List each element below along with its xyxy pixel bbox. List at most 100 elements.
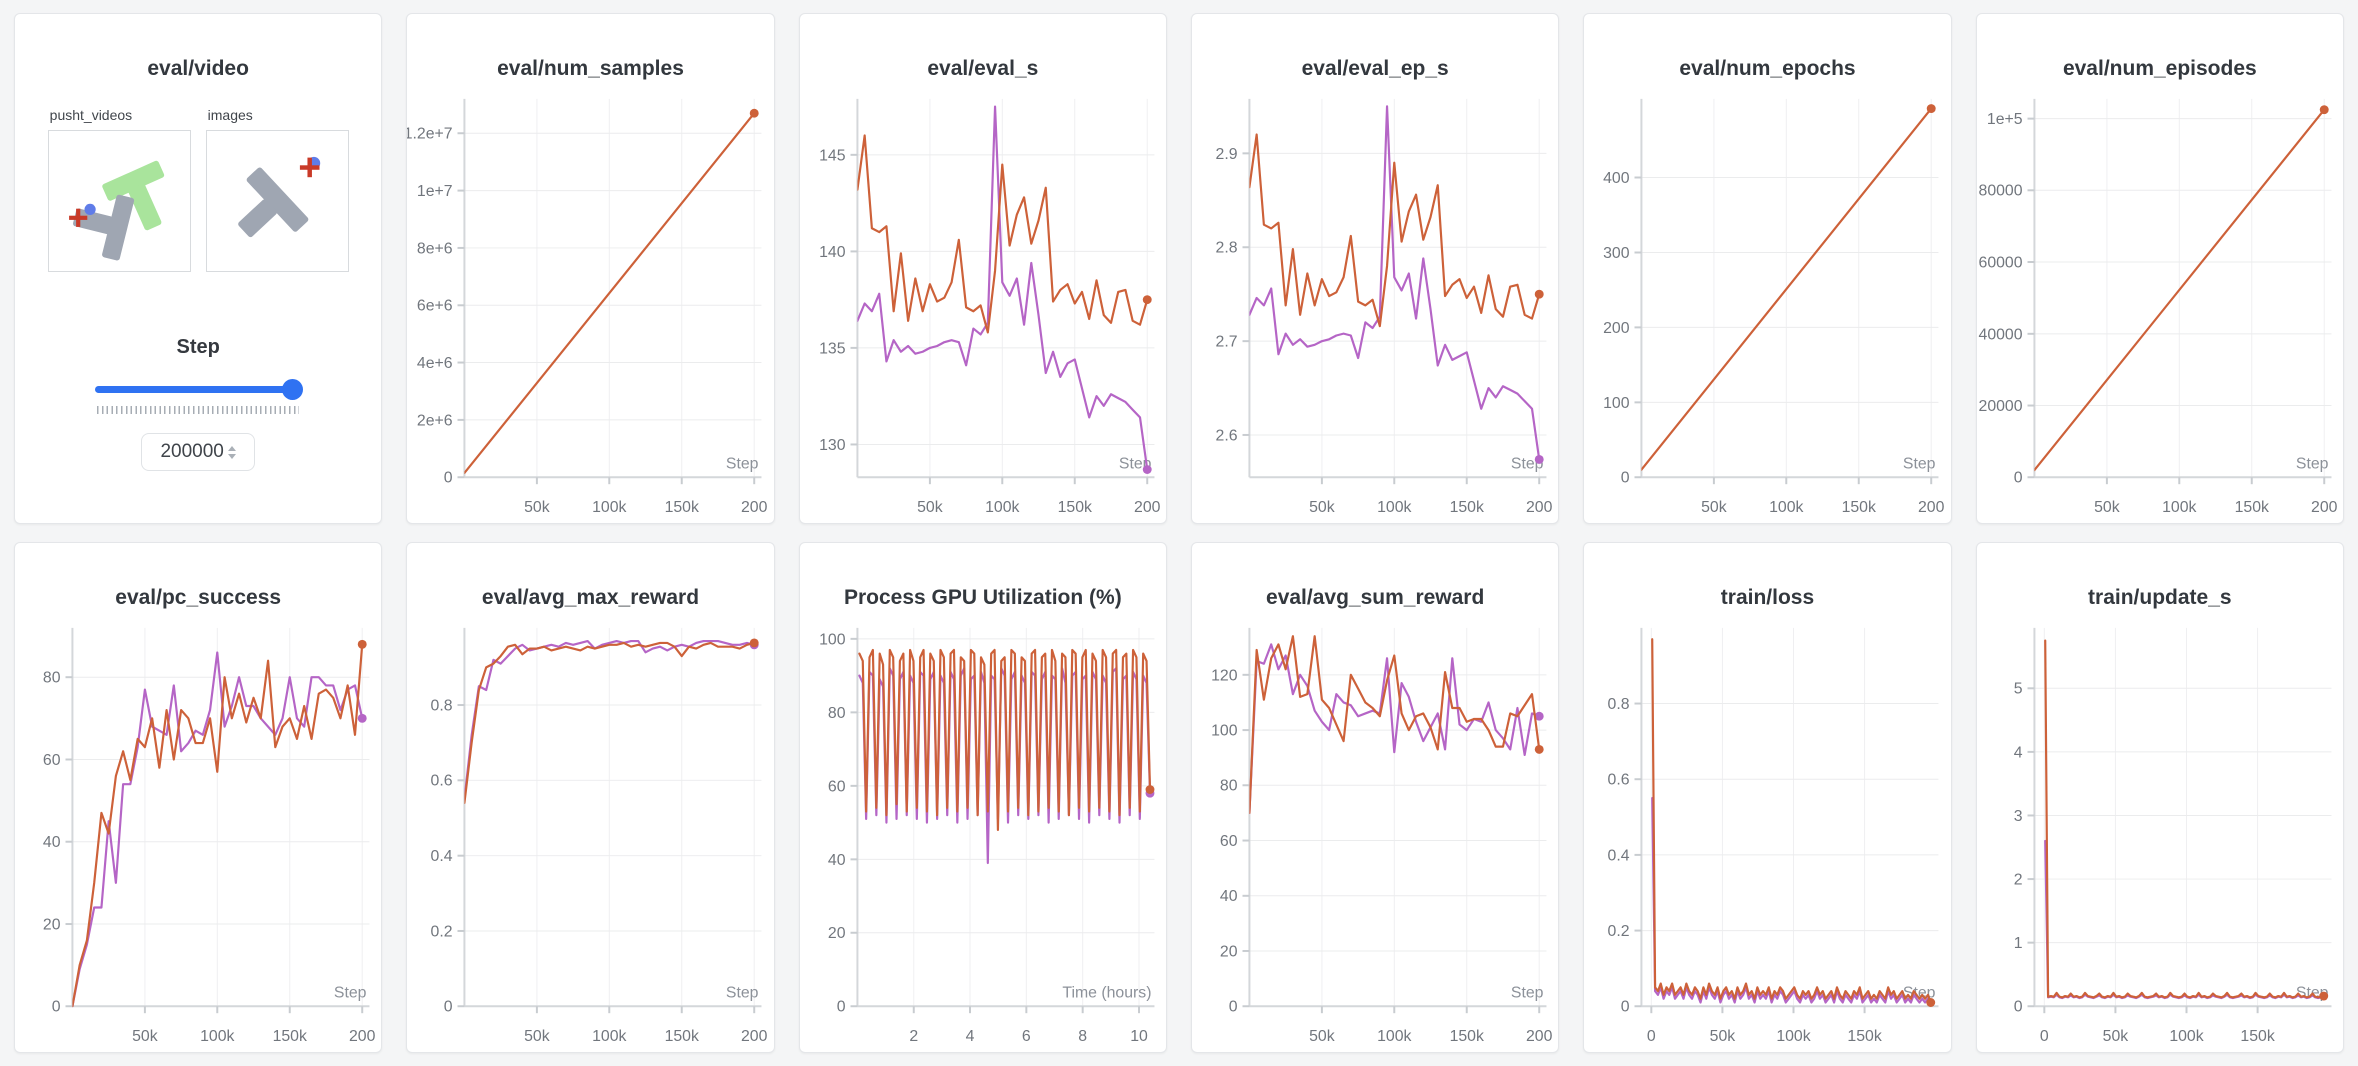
svg-text:0: 0 bbox=[52, 999, 61, 1016]
eval-avg-max-reward-chart[interactable]: 0 0.2 0.4 0.6 0.8 50k 100k 150k 200 Step bbox=[407, 614, 773, 1052]
svg-text:2: 2 bbox=[2013, 872, 2022, 889]
svg-text:145: 145 bbox=[819, 147, 846, 164]
svg-text:0.4: 0.4 bbox=[1608, 848, 1630, 865]
svg-text:80000: 80000 bbox=[1978, 183, 2022, 200]
svg-text:60: 60 bbox=[828, 778, 846, 795]
chart-title: train/loss bbox=[1720, 586, 1815, 609]
svg-text:80: 80 bbox=[43, 670, 61, 687]
svg-text:50k: 50k bbox=[917, 499, 943, 516]
svg-text:Step: Step bbox=[726, 456, 759, 473]
step-slider-handle[interactable] bbox=[282, 379, 304, 401]
eval-num-epochs-chart[interactable]: 0 100 200 300 400 50k 100k 150k 200 Step bbox=[1584, 85, 1950, 523]
svg-text:4e+6: 4e+6 bbox=[417, 355, 453, 372]
svg-text:150k: 150k bbox=[2240, 1028, 2274, 1045]
svg-text:Step: Step bbox=[334, 985, 367, 1002]
pusht-videos-thumbnail[interactable] bbox=[47, 130, 191, 273]
svg-text:0.6: 0.6 bbox=[431, 773, 453, 790]
images-thumbnail[interactable] bbox=[205, 130, 349, 273]
step-slider-label: Step bbox=[176, 336, 220, 359]
svg-text:50k: 50k bbox=[2102, 1028, 2128, 1045]
svg-text:0: 0 bbox=[836, 999, 845, 1016]
svg-text:150k: 150k bbox=[2234, 499, 2268, 516]
svg-text:200: 200 bbox=[741, 499, 768, 516]
svg-text:100k: 100k bbox=[592, 1028, 626, 1045]
svg-text:100k: 100k bbox=[1777, 1028, 1811, 1045]
svg-text:100k: 100k bbox=[985, 499, 1019, 516]
svg-text:100k: 100k bbox=[592, 499, 626, 516]
panel-chart-gpu-utilization: Process GPU Utilization (%) 0 20 40 60 80 100… bbox=[798, 542, 1167, 1053]
pusht-video-frame bbox=[68, 161, 164, 261]
svg-text:2e+6: 2e+6 bbox=[417, 413, 453, 430]
svg-text:2.9: 2.9 bbox=[1216, 146, 1238, 163]
process-gpu-utilization-chart[interactable]: 0 20 40 60 80 100 2 4 6 8 10 Time (hours) bbox=[800, 614, 1166, 1052]
svg-text:8e+6: 8e+6 bbox=[417, 241, 453, 258]
panel-chart-eval-num-epochs: eval/num_epochs 0 100 200 300 400 50k 100k 150k… bbox=[1583, 13, 1952, 524]
svg-text:0: 0 bbox=[1621, 470, 1630, 487]
svg-text:4: 4 bbox=[2013, 745, 2022, 762]
svg-text:0: 0 bbox=[2013, 470, 2022, 487]
svg-text:60000: 60000 bbox=[1978, 255, 2022, 272]
images-frame bbox=[237, 157, 320, 238]
chart-title: eval/avg_sum_reward bbox=[1266, 586, 1485, 609]
svg-text:300: 300 bbox=[1603, 245, 1630, 262]
eval-num-episodes-chart[interactable]: 0 20000 40000 60000 80000 1e+5 50k 100k 150k 200 S… bbox=[1977, 85, 2343, 523]
eval-num-samples-chart[interactable]: 0 2e+6 4e+6 6e+6 8e+6 1e+7 1.2e+7 50k 100k 150k 20… bbox=[407, 85, 773, 523]
svg-text:50k: 50k bbox=[1309, 499, 1335, 516]
svg-text:6: 6 bbox=[1022, 1028, 1031, 1045]
svg-text:200: 200 bbox=[1526, 499, 1553, 516]
svg-text:150k: 150k bbox=[665, 1028, 699, 1045]
svg-text:150k: 150k bbox=[273, 1028, 307, 1045]
svg-text:150k: 150k bbox=[1057, 499, 1091, 516]
stepper-arrows-icon[interactable] bbox=[227, 445, 236, 459]
svg-text:130: 130 bbox=[819, 437, 846, 454]
svg-text:100k: 100k bbox=[2162, 499, 2196, 516]
svg-text:150k: 150k bbox=[1450, 499, 1484, 516]
eval-pc-success-chart[interactable]: 0 20 40 60 80 50k 100k 150k 200 Step bbox=[15, 614, 381, 1052]
svg-text:20: 20 bbox=[1220, 944, 1238, 961]
svg-text:Step: Step bbox=[2296, 456, 2329, 473]
svg-text:200: 200 bbox=[2311, 499, 2338, 516]
svg-text:200: 200 bbox=[1526, 1028, 1553, 1045]
svg-text:0: 0 bbox=[2040, 1028, 2049, 1045]
panel-chart-train-loss: train/loss 0 0.2 0.4 0.6 0.8 0 50k 100k 150k Step bbox=[1583, 542, 1952, 1053]
svg-text:8: 8 bbox=[1078, 1028, 1087, 1045]
svg-text:150k: 150k bbox=[1842, 499, 1876, 516]
svg-text:100k: 100k bbox=[2169, 1028, 2203, 1045]
svg-text:50k: 50k bbox=[524, 499, 550, 516]
svg-text:0.8: 0.8 bbox=[1608, 696, 1630, 713]
svg-text:100k: 100k bbox=[1377, 1028, 1411, 1045]
step-input-value[interactable]: 200000 bbox=[160, 441, 224, 463]
chart-title: eval/eval_s bbox=[927, 57, 1039, 80]
step-slider[interactable] bbox=[95, 379, 304, 401]
svg-text:50k: 50k bbox=[524, 1028, 550, 1045]
svg-text:120: 120 bbox=[1211, 667, 1238, 684]
svg-text:50k: 50k bbox=[1701, 499, 1727, 516]
svg-text:3: 3 bbox=[2013, 808, 2022, 825]
svg-text:20: 20 bbox=[43, 917, 61, 934]
svg-text:100k: 100k bbox=[200, 1028, 234, 1045]
svg-text:0.8: 0.8 bbox=[431, 698, 453, 715]
svg-text:60: 60 bbox=[1220, 833, 1238, 850]
svg-text:0: 0 bbox=[444, 999, 453, 1016]
panel-chart-train-update-s: train/update_s 0 1 2 3 4 5 0 50k 100k 150k Step bbox=[1975, 542, 2344, 1053]
panel-eval-video: eval/video pusht_videos bbox=[14, 13, 383, 524]
svg-text:20: 20 bbox=[828, 925, 846, 942]
svg-text:5: 5 bbox=[2013, 681, 2022, 698]
step-slider-ticks bbox=[97, 406, 300, 415]
chart-title: eval/num_samples bbox=[497, 57, 684, 80]
step-input[interactable]: 200000 bbox=[141, 433, 256, 472]
eval-avg-sum-reward-chart[interactable]: 0 20 40 60 80 100 120 50k 100k 150k 200 Step bbox=[1192, 614, 1558, 1052]
svg-text:Step: Step bbox=[1903, 456, 1936, 473]
svg-text:Step: Step bbox=[726, 985, 759, 1002]
step-slider-track[interactable] bbox=[95, 386, 302, 394]
svg-text:400: 400 bbox=[1603, 170, 1630, 187]
svg-text:10: 10 bbox=[1130, 1028, 1148, 1045]
svg-text:1.2e+7: 1.2e+7 bbox=[407, 126, 453, 143]
chart-title: eval/eval_ep_s bbox=[1301, 57, 1449, 80]
svg-text:100: 100 bbox=[819, 631, 846, 648]
